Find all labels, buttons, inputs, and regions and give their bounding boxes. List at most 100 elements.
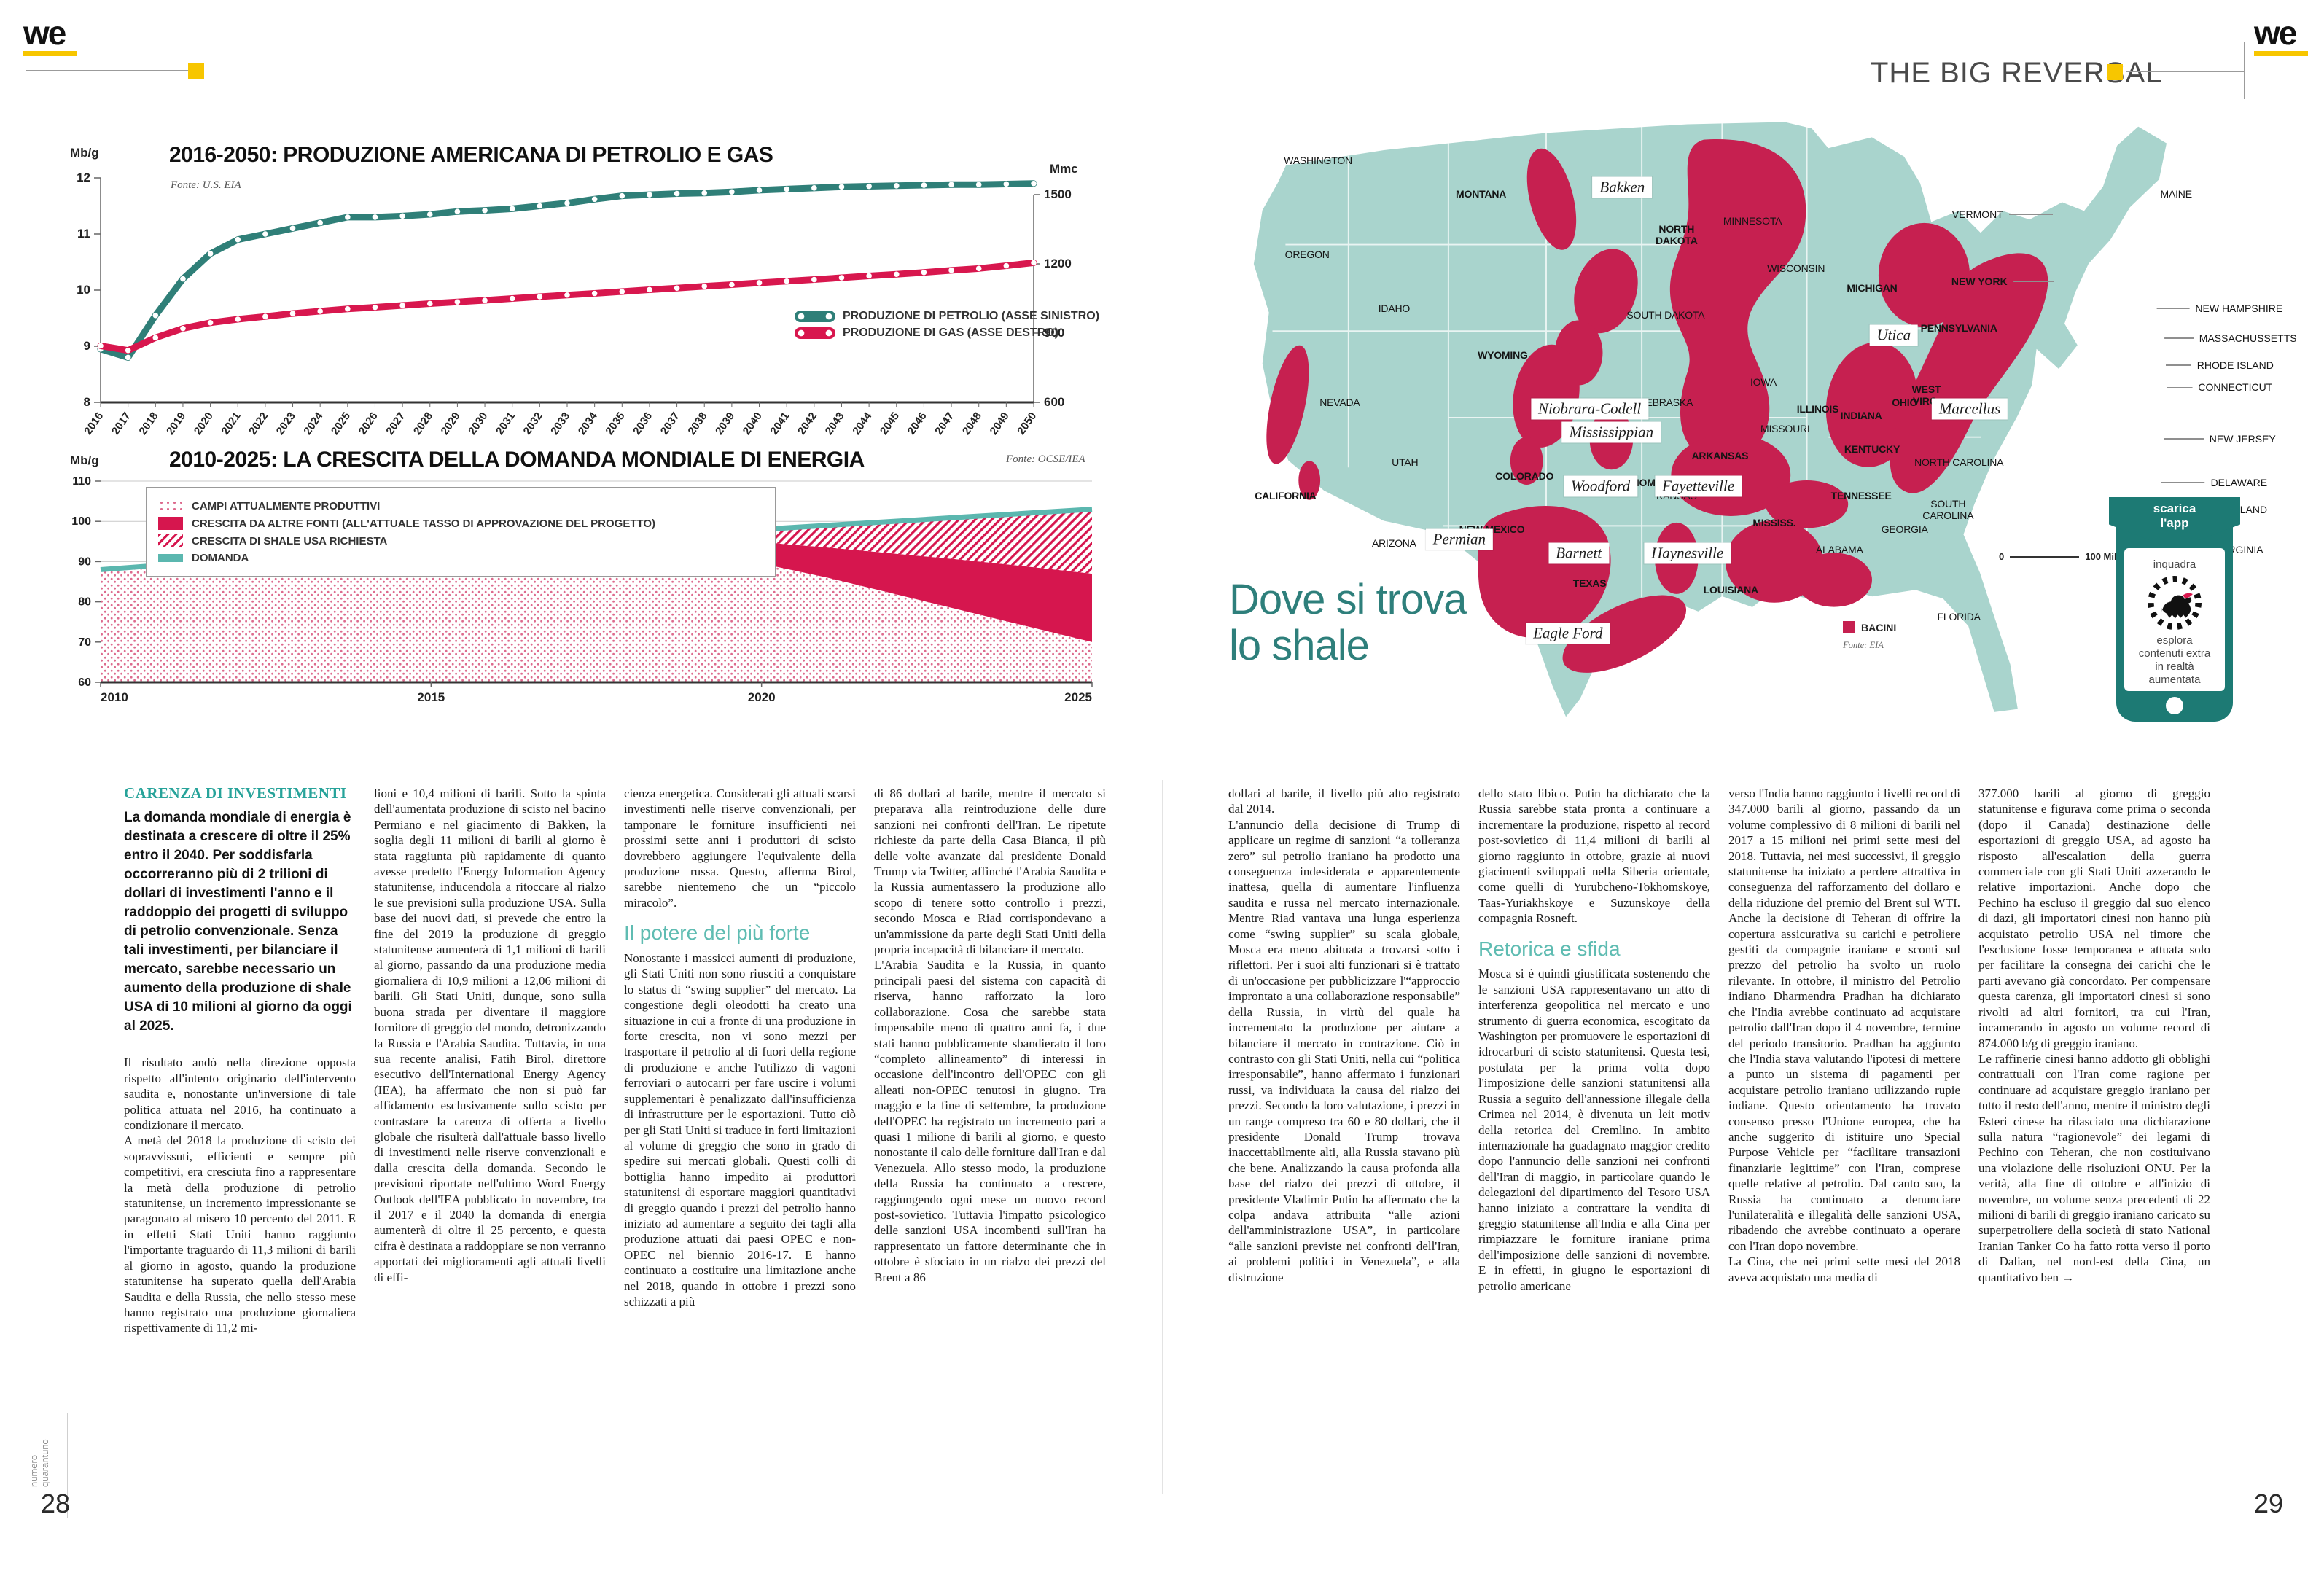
text-column-6: dello stato libico. Putin ha dichiarato … (1478, 786, 1710, 1491)
body-paragraph: A metà del 2018 la produzione di scisto … (124, 1133, 356, 1335)
chart1-legend: PRODUZIONE DI PETROLIO (ASSE SINISTRO) P… (795, 306, 1099, 343)
intro-heading: CARENZA DI INVESTIMENTI (124, 786, 347, 802)
state-label: MAINE (2160, 188, 2193, 200)
dots-swatch (158, 499, 183, 512)
app-instruction-1: inquadra (2153, 558, 2196, 571)
svg-text:2016: 2016 (82, 410, 106, 437)
svg-text:2030: 2030 (466, 410, 490, 437)
svg-text:100: 100 (71, 515, 91, 528)
state-callout-label: VERMONT (1951, 208, 2003, 220)
svg-text:2025: 2025 (329, 410, 353, 437)
body-paragraph: Le raffinerie cinesi hanno addotto gli o… (1978, 1051, 2210, 1284)
chart1-title: 2016-2050: PRODUZIONE AMERICANA DI PETRO… (169, 143, 773, 167)
callout-line (2156, 308, 2190, 309)
svg-text:90: 90 (78, 555, 91, 568)
text-column-4: di 86 dollari al barile, mentre il merca… (874, 786, 1106, 1491)
svg-text:2010: 2010 (101, 690, 128, 704)
body-paragraph: dello stato libico. Putin ha dichiarato … (1478, 787, 1710, 926)
text-column-5: dollari al barile, il livello più alto r… (1228, 786, 1460, 1491)
basin-label: Marcellus (1931, 398, 2008, 420)
chart2-legend-item: CAMPI ATTUALMENTE PRODUTTIVI (158, 499, 763, 512)
basin-label: Eagle Ford (1526, 623, 1610, 644)
svg-text:2020: 2020 (192, 410, 216, 437)
column-body: Il risultato andò nella direzione oppost… (124, 1055, 356, 1335)
state-callout-label: DELAWARE (2210, 477, 2268, 488)
text-column-8: 377.000 barili al giorno di greggio stat… (1978, 786, 2210, 1491)
state-label: MISSISS. (1752, 517, 1796, 529)
callout-line (2163, 438, 2204, 440)
basin-label: Bakken (1592, 176, 1653, 198)
callout-line (2164, 337, 2194, 339)
oil-series-swatch (795, 311, 835, 322)
page-fold-divider (1162, 780, 1163, 1494)
svg-text:900: 900 (1044, 326, 1064, 340)
basin-label: Mississippian (1561, 421, 1661, 443)
state-label: FLORIDA (1937, 610, 1981, 623)
state-label: INDIANA (1840, 409, 1882, 421)
body-paragraph: verso l'India hanno raggiunto i livelli … (1728, 787, 1960, 1253)
basin-label: Fayetteville (1655, 475, 1742, 497)
svg-text:2022: 2022 (246, 410, 270, 437)
body-paragraph: cienza energetica. Considerati gli attua… (624, 787, 856, 910)
state-label: COLORADO (1495, 469, 1554, 482)
callout-line (2167, 386, 2193, 389)
scale-line (2010, 555, 2080, 558)
app-home-button (2166, 697, 2183, 714)
svg-text:2025: 2025 (1064, 690, 1092, 704)
legend-label: CAMPI ATTUALMENTE PRODUTTIVI (192, 499, 381, 512)
body-paragraph: di 86 dollari al barile, mentre il merca… (874, 787, 1106, 957)
state-callout-label: RHODE ISLAND (2196, 359, 2274, 371)
chart1-legend-gas: PRODUZIONE DI GAS (ASSE DESTRO) (795, 327, 1099, 340)
state-callout-label: NEW JERSEY (2209, 433, 2276, 445)
state-callout: CONNECTICUT (2167, 381, 2272, 393)
chart1-legend-oil: PRODUZIONE DI PETROLIO (ASSE SINISTRO) (795, 310, 1099, 323)
page-number-left: 28 (41, 1488, 71, 1518)
chart2-title: 2010-2025: LA CRESCITA DELLA DOMANDA MON… (169, 448, 865, 472)
svg-text:2024: 2024 (301, 410, 325, 437)
text-column-1: CARENZA DI INVESTIMENTI La domanda mondi… (124, 786, 356, 1491)
svg-text:2046: 2046 (905, 410, 929, 437)
svg-text:110: 110 (72, 475, 91, 488)
body-paragraph: 377.000 barili al giorno di greggio stat… (1978, 787, 2210, 1050)
svg-text:2026: 2026 (356, 410, 381, 437)
basin-label: Haynesville (1644, 542, 1731, 564)
basin-label: Utica (1869, 324, 1919, 346)
state-callout: DELAWARE (2161, 477, 2268, 488)
map-scalebar: 0 100 Miles (1999, 551, 2127, 562)
svg-text:2047: 2047 (932, 410, 956, 437)
text-column-7: verso l'India hanno raggiunto i livelli … (1728, 786, 1960, 1491)
app-instruction-2: esplora contenuti extra in realtà aument… (2138, 634, 2211, 686)
svg-text:2019: 2019 (164, 410, 188, 437)
svg-text:9: 9 (84, 339, 90, 353)
svg-text:2041: 2041 (768, 410, 792, 437)
body-paragraph: Mosca si è quindi giustificata sostenend… (1478, 967, 1710, 1293)
svg-text:2034: 2034 (576, 410, 600, 437)
intro-body: La domanda mondiale di energia è destina… (124, 810, 352, 1034)
hatch-swatch (158, 534, 183, 547)
svg-text:2029: 2029 (439, 410, 463, 437)
body-paragraph: lioni e 10,4 milioni di barili. Sotto la… (374, 787, 606, 1284)
svg-text:2021: 2021 (219, 410, 243, 437)
state-label: ARIZONA (1371, 536, 1416, 549)
state-callout-label: NEW HAMPSHIRE (2195, 302, 2283, 314)
shale-basins (1266, 138, 2048, 673)
svg-text:2048: 2048 (960, 410, 984, 437)
us-shale-map: WASHINGTON OREGON IDAHO NEVADA CALIFORNIA ARI… (1220, 80, 2307, 751)
teal-swatch (158, 554, 183, 562)
yellow-square-left (188, 63, 204, 79)
we-logo-underline (2254, 51, 2308, 56)
page-number-right: 29 (2253, 1488, 2283, 1518)
we-logo-text: we (23, 14, 66, 52)
state-label: ALABAMA (1815, 543, 1863, 555)
chart2-legend-item: DOMANDA (158, 552, 763, 564)
app-banner: scarica l'app (2109, 497, 2240, 550)
state-label: NEBRASKA (1638, 396, 1693, 408)
section-subhead: Retorica e sfida (1478, 937, 1621, 960)
section-subhead: Il potere del più forte (624, 921, 811, 945)
footer-rule-left (67, 1413, 68, 1518)
svg-text:2044: 2044 (850, 410, 874, 437)
svg-text:2023: 2023 (274, 410, 298, 437)
scale-start: 0 (1999, 551, 2005, 562)
state-callout: NEW JERSEY (2163, 433, 2276, 445)
svg-text:600: 600 (1044, 395, 1064, 409)
